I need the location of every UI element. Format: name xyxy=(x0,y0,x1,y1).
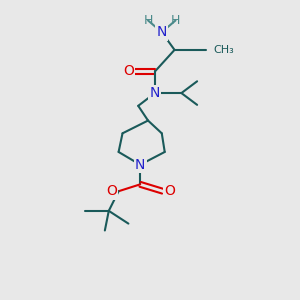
Text: N: N xyxy=(150,86,160,100)
Text: N: N xyxy=(135,158,146,172)
Text: CH₃: CH₃ xyxy=(214,45,235,55)
Text: O: O xyxy=(165,184,176,198)
Text: N: N xyxy=(157,25,167,39)
Text: O: O xyxy=(123,64,134,79)
Text: H: H xyxy=(143,14,153,27)
Text: H: H xyxy=(171,14,180,27)
Text: O: O xyxy=(106,184,117,198)
